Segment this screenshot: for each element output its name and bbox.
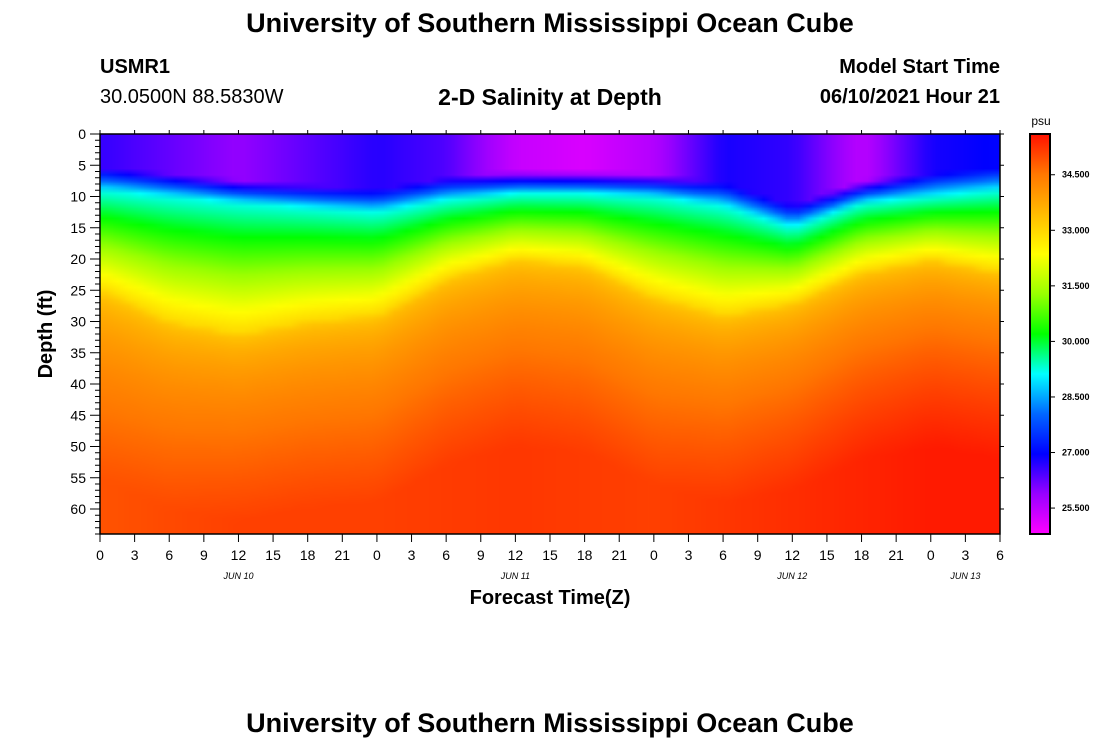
x-axis-label: Forecast Time(Z): [470, 587, 631, 609]
x-tick-label: 15: [265, 547, 281, 563]
x-tick-label: 12: [785, 547, 801, 563]
x-tick-label: 18: [300, 547, 316, 563]
x-tick-label: 6: [442, 547, 450, 563]
x-tick-label: 12: [231, 547, 247, 563]
x-tick-label: 18: [577, 547, 593, 563]
x-tick-label: 9: [200, 547, 208, 563]
colorbar: psu 25.500 27.000 28.500 30.000 31.500 33.000…: [1029, 114, 1090, 535]
salinity-heatmap: [100, 134, 1000, 534]
colorbar-unit: psu: [1031, 114, 1050, 128]
date-label: JUN 13: [949, 571, 980, 581]
x-tick-label: 9: [477, 547, 485, 563]
y-tick-label: 25: [70, 282, 86, 298]
colorbar-fill: [1029, 133, 1051, 535]
colorbar-tick-label: 27.000: [1062, 448, 1090, 458]
date-label: JUN 11: [500, 571, 530, 581]
x-tick-label: 0: [927, 547, 935, 563]
x-tick-label: 3: [131, 547, 139, 563]
x-tick-label: 15: [542, 547, 558, 563]
colorbar-tick-label: 34.500: [1062, 170, 1090, 180]
colorbar-tick-label: 33.000: [1062, 225, 1090, 235]
colorbar-tick-label: 25.500: [1062, 503, 1090, 513]
station-coordinates: 30.0500N 88.5830W: [100, 86, 284, 108]
x-tick-label: 3: [408, 547, 416, 563]
footer-title: University of Southern Mississippi Ocean…: [246, 708, 854, 738]
y-tick-label: 20: [70, 251, 86, 267]
x-tick-label: 0: [650, 547, 658, 563]
model-start-label: Model Start Time: [839, 56, 1000, 78]
x-tick-label: 21: [611, 547, 627, 563]
y-tick-label: 0: [78, 126, 86, 142]
chart-title: University of Southern Mississippi Ocean…: [246, 8, 854, 38]
x-tick-label: 6: [165, 547, 173, 563]
x-tick-label: 6: [719, 547, 727, 563]
y-tick-label: 30: [70, 314, 86, 330]
date-label: JUN 12: [776, 571, 807, 581]
x-tick-label: 6: [996, 547, 1004, 563]
x-tick-label: 21: [888, 547, 904, 563]
y-axis: 0 5 10 15 20 25 30 35 40 45 50 55 60: [70, 126, 1004, 535]
plot-title: 2-D Salinity at Depth: [438, 84, 662, 110]
y-tick-label: 10: [70, 189, 86, 205]
x-tick-label: 18: [854, 547, 870, 563]
x-tick-label: 3: [685, 547, 693, 563]
y-tick-label: 5: [78, 157, 86, 173]
y-tick-label: 55: [70, 470, 86, 486]
y-tick-label: 50: [70, 439, 86, 455]
y-tick-label: 60: [70, 501, 86, 517]
x-tick-label: 15: [819, 547, 835, 563]
x-tick-label: 3: [961, 547, 969, 563]
y-tick-label: 40: [70, 376, 86, 392]
station-id: USMR1: [100, 56, 171, 78]
x-tick-label: 0: [96, 547, 104, 563]
colorbar-tick-label: 31.500: [1062, 281, 1090, 291]
x-axis: 0 3 6 9 12 15 18 21 0 3 6 9 12 15 18 21 0 3 6 9 12 15 18 21 0 3 6 J…: [96, 130, 1004, 581]
x-tick-label: 0: [373, 547, 381, 563]
colorbar-tick-label: 28.500: [1062, 392, 1090, 402]
x-tick-label: 12: [508, 547, 524, 563]
y-axis-label: Depth (ft): [35, 290, 57, 379]
y-tick-label: 35: [70, 345, 86, 361]
y-tick-label: 15: [70, 220, 86, 236]
date-label: JUN 10: [222, 571, 253, 581]
colorbar-tick-label: 30.000: [1062, 336, 1090, 346]
x-tick-label: 9: [754, 547, 762, 563]
x-tick-label: 21: [335, 547, 351, 563]
model-start-value: 06/10/2021 Hour 21: [819, 86, 1000, 108]
y-tick-label: 45: [70, 407, 86, 423]
